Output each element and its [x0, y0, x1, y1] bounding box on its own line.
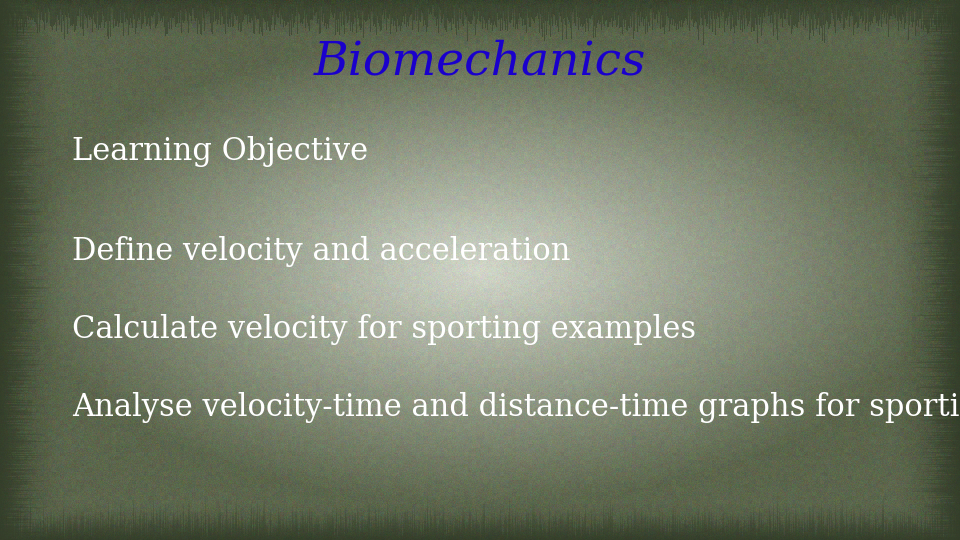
Text: Analyse velocity-time and distance-time graphs for sporting actions: Analyse velocity-time and distance-time …: [72, 392, 960, 423]
Text: Learning Objective: Learning Objective: [72, 136, 368, 167]
Text: Calculate velocity for sporting examples: Calculate velocity for sporting examples: [72, 314, 696, 345]
Text: Biomechanics: Biomechanics: [314, 39, 646, 85]
Text: Define velocity and acceleration: Define velocity and acceleration: [72, 235, 570, 267]
